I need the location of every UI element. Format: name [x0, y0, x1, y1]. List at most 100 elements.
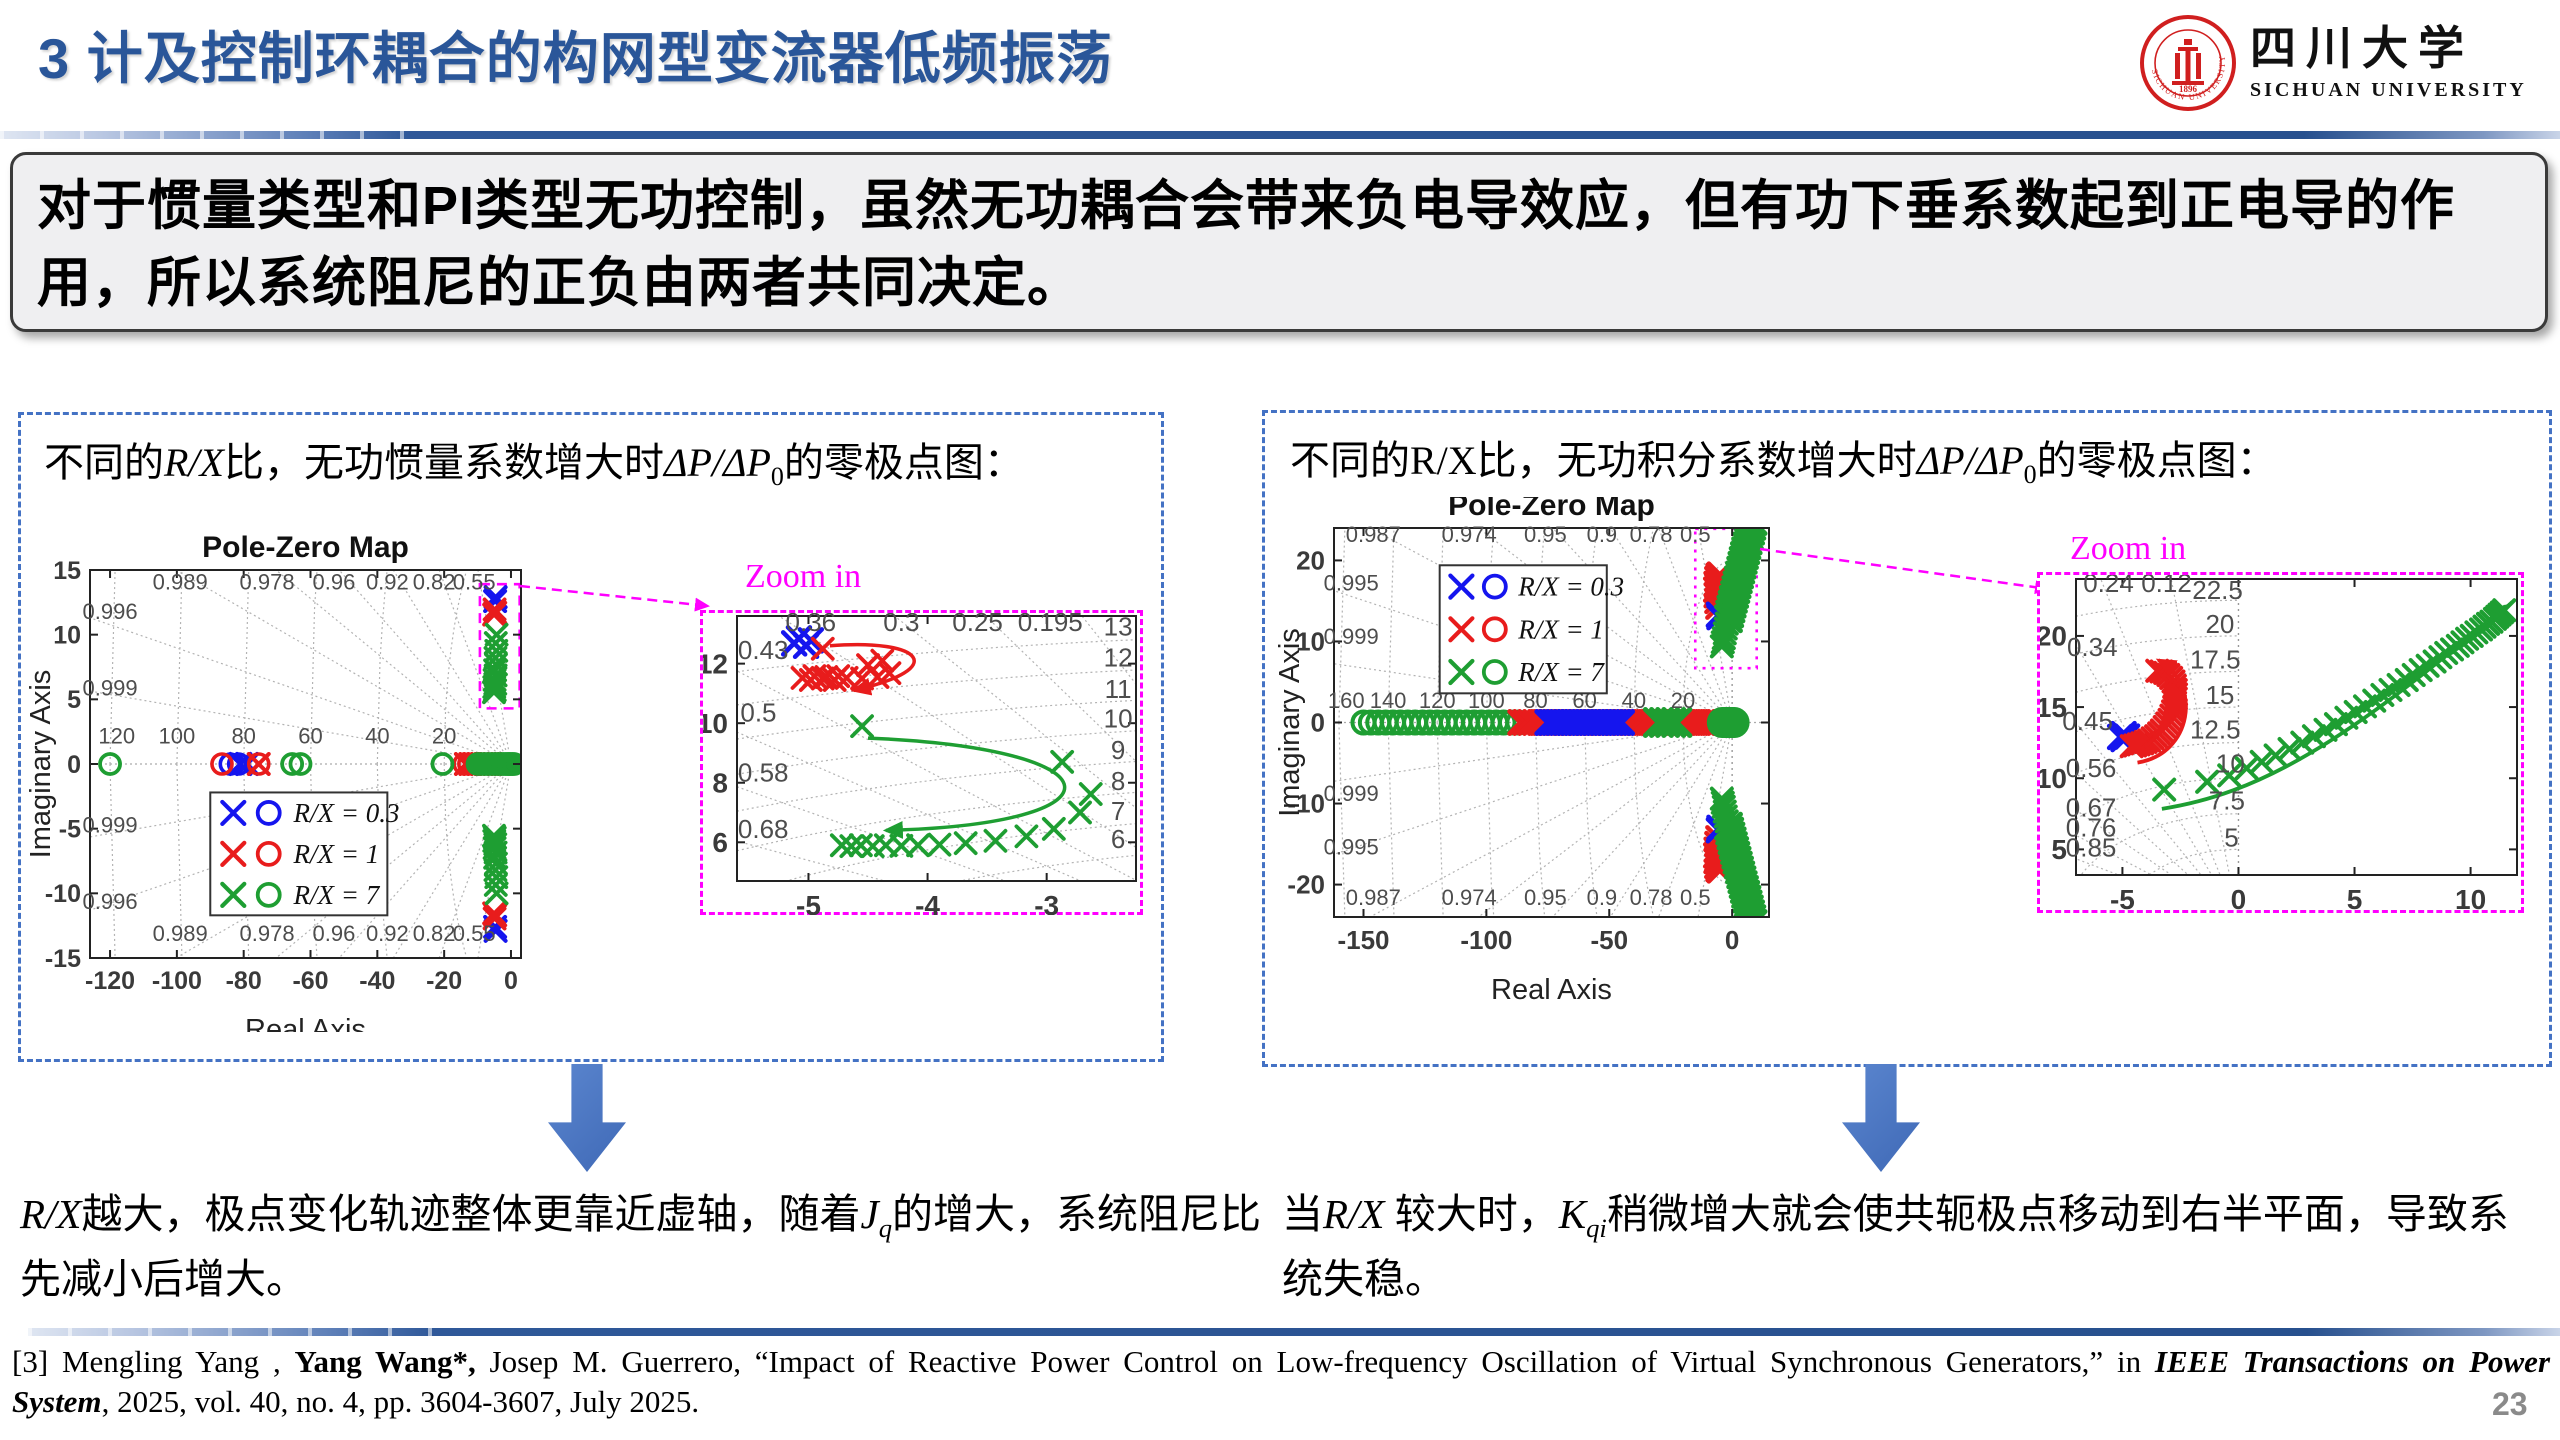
svg-text:0.974: 0.974 [1442, 522, 1497, 547]
svg-text:7: 7 [1111, 796, 1125, 826]
svg-text:10: 10 [2216, 749, 2245, 779]
university-logo: 1896 SICHUAN UNIVERSITY 四川大学 SICHUAN UNI… [2138, 8, 2552, 118]
svg-text:0: 0 [67, 751, 81, 779]
svg-text:0: 0 [1725, 925, 1739, 955]
svg-text:0: 0 [504, 967, 518, 995]
series [1350, 528, 1768, 917]
svg-text:0.36: 0.36 [786, 613, 837, 637]
svg-text:12.5: 12.5 [2190, 714, 2241, 744]
reference-line-2: System, 2025, vol. 40, no. 4, pp. 3604-3… [12, 1383, 700, 1419]
left-zoom-in-label: Zoom in [745, 558, 862, 595]
footer-divider [28, 1328, 2560, 1336]
svg-text:-5: -5 [2110, 884, 2135, 913]
left-down-arrow-icon [548, 1064, 626, 1172]
svg-text:0.5: 0.5 [740, 698, 776, 728]
svg-text:100: 100 [159, 723, 196, 748]
sgrid-labels: 0.36 0.3 0.25 0.195 0.43 0.5 0.58 0.68 131211109… [738, 613, 1133, 854]
svg-text:0.55: 0.55 [453, 921, 496, 946]
svg-text:0: 0 [2231, 884, 2247, 913]
svg-text:-50: -50 [1590, 925, 1628, 955]
right-inset-chart: -5 0 5 10 5 10 15 20 0.24 0.12 0.34 0.45 0.56 0.670.7… [2040, 575, 2518, 913]
axis-ticks: -120 -100 -80 -60 -40 -20 0 -15 -10 -5 0 5 10 15 [45, 557, 521, 995]
y-axis-label: Imaginary Axis [1277, 628, 1306, 817]
svg-text:6: 6 [712, 827, 728, 858]
svg-text:0.987: 0.987 [1346, 885, 1401, 910]
svg-text:-20: -20 [426, 967, 462, 995]
svg-text:0.78: 0.78 [1630, 522, 1673, 547]
svg-text:0.34: 0.34 [2067, 632, 2118, 662]
series-poles-RX-7 [482, 622, 509, 906]
svg-text:22.5: 22.5 [2192, 575, 2243, 605]
right-panel-caption: 不同的R/X比，无功积分系数增大时ΔP/ΔP0的零极点图： [1290, 438, 2277, 489]
series-poles-RX-0.3-zoom [780, 625, 825, 660]
svg-text:0.96: 0.96 [312, 569, 355, 594]
svg-text:10: 10 [1104, 704, 1133, 734]
svg-text:8: 8 [1111, 766, 1125, 796]
svg-text:0.85: 0.85 [2066, 833, 2117, 863]
svg-text:0.9: 0.9 [1587, 522, 1618, 547]
svg-text:0.999: 0.999 [83, 675, 138, 700]
green-trajectory-arrow [867, 736, 1067, 839]
sgrid-labels: 0.987 0.974 0.95 0.9 0.78 0.5 0.995 0.999 0.999 0… [1324, 522, 1711, 910]
svg-text:R/X = 1: R/X = 1 [1517, 614, 1604, 644]
series-zeros-RX-7 [98, 752, 521, 776]
svg-text:0.974: 0.974 [1442, 885, 1497, 910]
svg-text:0.987: 0.987 [1346, 522, 1401, 547]
svg-text:40: 40 [1622, 688, 1646, 713]
reference-citation: [3] Mengling Yang , Yang Wang*, Josep M.… [12, 1342, 2550, 1421]
svg-text:140: 140 [1370, 688, 1407, 713]
right-zoom-connector-arrow-icon [1759, 547, 2050, 595]
svg-text:-100: -100 [1460, 925, 1512, 955]
svg-text:20: 20 [1671, 688, 1695, 713]
svg-text:5: 5 [2051, 834, 2067, 865]
svg-text:10: 10 [703, 708, 728, 739]
svg-text:0.58: 0.58 [738, 757, 789, 787]
svg-text:-80: -80 [226, 967, 262, 995]
svg-text:0.3: 0.3 [883, 613, 919, 637]
series-poles-RX-1-zoom [2119, 658, 2189, 759]
seal-year: 1896 [2179, 84, 2198, 94]
left-panel-caption: 不同的R/X比，无功惯量系数增大时ΔP/ΔP0的零极点图： [44, 440, 1024, 491]
svg-text:40: 40 [365, 723, 389, 748]
svg-text:0.67: 0.67 [2066, 793, 2117, 823]
svg-text:R/X = 1: R/X = 1 [293, 839, 380, 869]
page-number: 23 [2492, 1386, 2528, 1422]
left-pole-zero-chart: -120 -100 -80 -60 -40 -20 0 -15 -10 -5 0 5 10 15 0.989… [28, 531, 522, 1032]
svg-text:12: 12 [703, 648, 728, 679]
series [780, 625, 1103, 859]
svg-text:6: 6 [1111, 824, 1125, 854]
svg-text:-10: -10 [45, 880, 81, 908]
series-poles-RX-7-unstable-branch [1713, 528, 1768, 917]
svg-text:0.5: 0.5 [1680, 885, 1711, 910]
svg-text:20: 20 [2205, 609, 2234, 639]
svg-text:0.82: 0.82 [413, 569, 456, 594]
svg-text:0.999: 0.999 [1324, 624, 1379, 649]
chart-legend: R/X = 0.3 R/X = 1 R/X = 7 [1438, 564, 1624, 695]
svg-text:5: 5 [2224, 823, 2238, 853]
svg-text:80: 80 [231, 723, 255, 748]
svg-text:0.978: 0.978 [240, 921, 295, 946]
svg-text:11: 11 [1105, 674, 1132, 704]
svg-text:0.76: 0.76 [2066, 813, 2117, 843]
svg-text:0.92: 0.92 [366, 921, 409, 946]
green-trajectory-arrow [2161, 604, 2508, 811]
svg-text:0.25: 0.25 [952, 613, 1003, 637]
svg-text:9: 9 [1111, 735, 1125, 765]
left-zoom-connector-arrow-icon [519, 584, 710, 612]
red-trajectory-arrow [829, 642, 916, 696]
svg-text:15: 15 [2040, 692, 2067, 723]
svg-text:0.999: 0.999 [1324, 781, 1379, 806]
svg-text:15: 15 [2205, 680, 2234, 710]
svg-text:0: 0 [1311, 708, 1325, 738]
svg-text:-20: -20 [1287, 870, 1325, 900]
zoom-region-rect [478, 582, 521, 710]
svg-text:R/X = 7: R/X = 7 [1517, 657, 1605, 687]
svg-text:10: 10 [2040, 763, 2067, 794]
svg-text:R/X = 0.3: R/X = 0.3 [1517, 572, 1624, 602]
y-axis-label: Imaginary Axis [28, 670, 57, 859]
right-zoom-inset: -5 0 5 10 5 10 15 20 0.24 0.12 0.34 0.45 0.56 0.67 0.7… [2037, 572, 2524, 913]
svg-text:0.999: 0.999 [83, 813, 138, 838]
svg-text:0.996: 0.996 [83, 599, 138, 624]
reference-line-1: [3] Mengling Yang , Yang Wang*, Josep M.… [12, 1344, 2551, 1379]
